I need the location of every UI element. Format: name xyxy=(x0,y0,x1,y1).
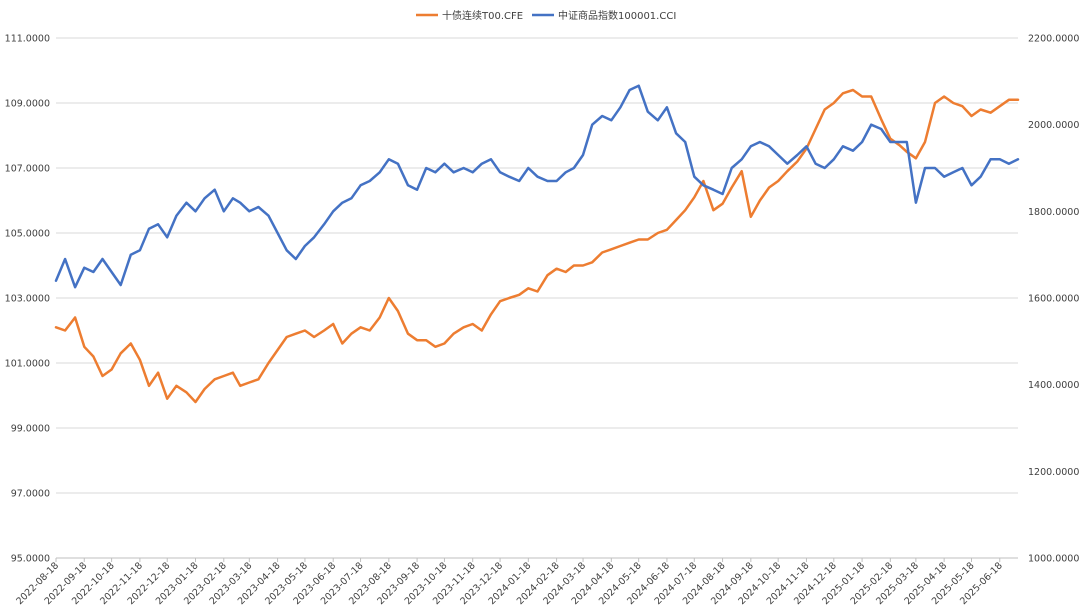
right-y-tick-label: 2200.0000 xyxy=(1028,34,1079,45)
left-y-tick-label: 95.0000 xyxy=(11,554,50,565)
legend-item-commodity-index[interactable]: 中证商品指数100001.CCI xyxy=(532,9,676,22)
legend-item-treasury[interactable]: 十债连续T00.CFE xyxy=(416,9,523,22)
right-y-tick-label: 2000.0000 xyxy=(1028,120,1079,131)
legend-label-commodity-index: 中证商品指数100001.CCI xyxy=(558,9,676,22)
left-y-tick-label: 101.0000 xyxy=(5,359,50,370)
series-line-commodity-index xyxy=(54,84,1020,289)
right-y-tick-label: 1800.0000 xyxy=(1028,207,1079,218)
series-line-treasury xyxy=(54,88,1020,404)
legend[interactable]: 十债连续T00.CFE 中证商品指数100001.CCI xyxy=(416,9,676,22)
right-y-tick-label: 1600.0000 xyxy=(1028,294,1079,305)
series-lines xyxy=(54,84,1020,404)
gridlines xyxy=(56,37,1018,559)
left-y-tick-label: 111.0000 xyxy=(5,34,50,45)
right-y-tick-label: 1000.0000 xyxy=(1028,554,1079,565)
legend-label-treasury: 十债连续T00.CFE xyxy=(442,9,523,22)
left-y-tick-label: 109.0000 xyxy=(5,99,50,110)
x-axis: 2022-08-182022-09-182022-10-182022-11-18… xyxy=(14,557,1018,607)
left-y-tick-label: 107.0000 xyxy=(5,164,50,175)
right-y-tick-label: 1200.0000 xyxy=(1028,467,1079,478)
right-y-tick-label: 1400.0000 xyxy=(1028,380,1079,391)
left-y-axis: 111.0000 109.0000 107.0000 105.0000 103.0000… xyxy=(5,34,50,565)
left-y-tick-label: 97.0000 xyxy=(11,489,50,500)
right-y-axis: 2200.0000 2000.0000 1800.0000 1600.0000 1400… xyxy=(1028,34,1079,565)
left-y-tick-label: 105.0000 xyxy=(5,229,50,240)
left-y-tick-label: 103.0000 xyxy=(5,294,50,305)
left-y-tick-label: 99.0000 xyxy=(11,424,50,435)
